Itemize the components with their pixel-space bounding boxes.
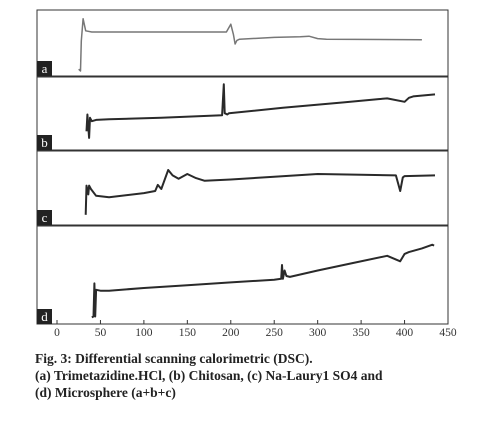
panel-label-box-d bbox=[37, 309, 52, 324]
dsc-curve-c bbox=[84, 169, 436, 215]
x-tick-label: 250 bbox=[266, 327, 284, 339]
x-tick-label: 400 bbox=[396, 327, 414, 339]
x-tick-label: 450 bbox=[439, 327, 457, 339]
panel-label-box-b bbox=[37, 135, 52, 150]
panel-label-box-a bbox=[37, 61, 52, 76]
caption-line-1: Fig. 3: Differential scanning calorimetr… bbox=[35, 351, 313, 366]
x-tick-label: 200 bbox=[222, 327, 240, 339]
panel-label-a: a bbox=[42, 61, 48, 76]
panel-frame-c bbox=[36, 150, 449, 226]
x-tick-label: 0 bbox=[54, 327, 60, 339]
panel-label-b: b bbox=[41, 135, 48, 150]
panel-frame-b bbox=[36, 76, 449, 151]
panel-label-c: c bbox=[42, 210, 48, 225]
figure-caption: Fig. 3: Differential scanning calorimetr… bbox=[35, 350, 495, 401]
x-tick-label: 300 bbox=[309, 327, 327, 339]
caption-line-2: (a) Trimetazidine.HCl, (b) Chitosan, (c)… bbox=[35, 368, 383, 383]
x-tick-label: 150 bbox=[179, 327, 197, 339]
panel-label-d: d bbox=[41, 309, 48, 324]
panel-frame-d bbox=[36, 225, 449, 325]
x-tick-label: 350 bbox=[352, 327, 370, 339]
x-tick-label: 50 bbox=[95, 327, 107, 339]
panel-frame-a bbox=[36, 9, 449, 77]
dsc-curve-b bbox=[85, 83, 436, 139]
dsc-curve-a bbox=[78, 18, 422, 72]
caption-line-3: (d) Microsphere (a+b+c) bbox=[35, 385, 176, 400]
x-tick-label: 100 bbox=[135, 327, 153, 339]
dsc-curve-d bbox=[91, 243, 435, 319]
panel-label-box-c bbox=[37, 210, 52, 225]
